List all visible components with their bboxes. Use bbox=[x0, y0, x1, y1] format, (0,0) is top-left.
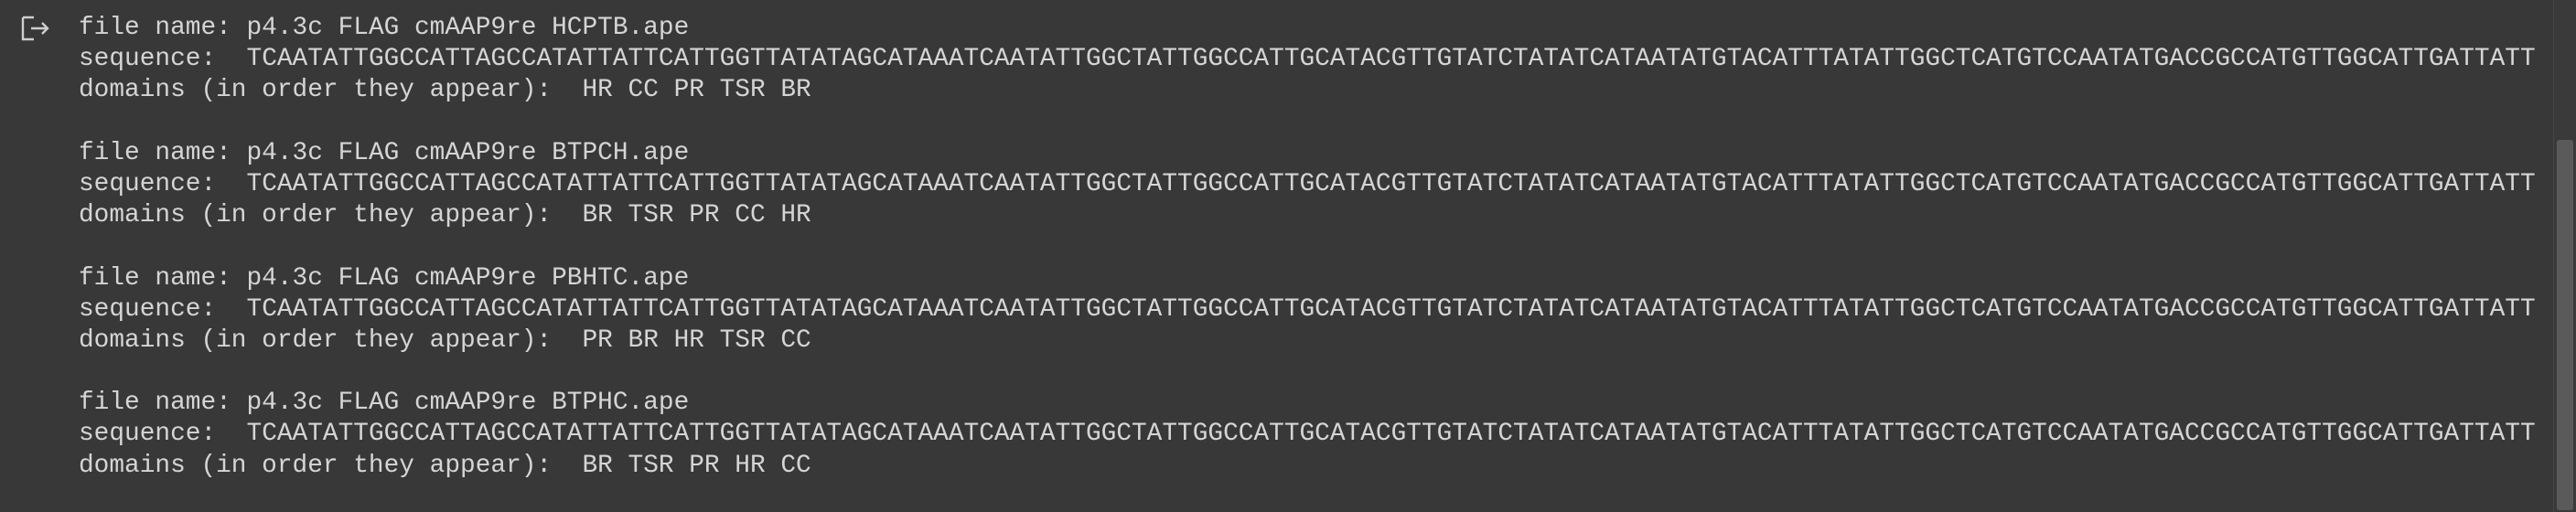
scrollbar[interactable] bbox=[2553, 0, 2576, 512]
field-value: p4.3c FLAG cmAAP9re BTPHC.ape bbox=[246, 389, 690, 418]
output-line: domains (in order they appear): PR BR HR… bbox=[79, 325, 2549, 357]
output-line: domains (in order they appear): HR CC PR… bbox=[79, 75, 2549, 106]
field-value: HR CC PR TSR BR bbox=[582, 76, 811, 105]
output-line: file name: p4.3c FLAG cmAAP9re BTPHC.ape bbox=[79, 388, 2549, 419]
output-icon[interactable] bbox=[20, 15, 51, 42]
field-label: domains (in order they appear): bbox=[79, 201, 553, 230]
field-label: file name: bbox=[79, 14, 231, 42]
field-label: file name: bbox=[79, 263, 231, 293]
field-value: p4.3c FLAG cmAAP9re BTPCH.ape bbox=[246, 138, 690, 167]
field-label: sequence: bbox=[79, 45, 217, 74]
field-label: file name: bbox=[79, 138, 231, 167]
field-value: TCAATATTGGCCATTAGCCATATTATTCATTGGTTATATA… bbox=[246, 294, 2536, 324]
field-value: TCAATATTGGCCATTAGCCATATTATTCATTGGTTATATA… bbox=[246, 45, 2536, 74]
blank-line bbox=[79, 231, 2549, 262]
field-label: sequence: bbox=[79, 420, 217, 449]
blank-line bbox=[79, 107, 2549, 138]
field-label: domains (in order they appear): bbox=[79, 451, 553, 480]
output-line: file name: p4.3c FLAG cmAAP9re BTPCH.ape bbox=[79, 138, 2549, 169]
field-label: domains (in order they appear): bbox=[79, 325, 553, 355]
field-value: p4.3c FLAG cmAAP9re PBHTC.ape bbox=[246, 263, 690, 293]
output-line: sequence: TCAATATTGGCCATTAGCCATATTATTCAT… bbox=[79, 44, 2549, 75]
field-label: sequence: bbox=[79, 169, 217, 198]
output-line: domains (in order they appear): BR TSR P… bbox=[79, 451, 2549, 482]
field-label: domains (in order they appear): bbox=[79, 76, 553, 105]
output-line: sequence: TCAATATTGGCCATTAGCCATATTATTCAT… bbox=[79, 294, 2549, 325]
field-value: p4.3c FLAG cmAAP9re HCPTB.ape bbox=[246, 14, 690, 42]
blank-line bbox=[79, 357, 2549, 388]
output-line: domains (in order they appear): BR TSR P… bbox=[79, 200, 2549, 231]
field-label: sequence: bbox=[79, 294, 217, 324]
output-line: sequence: TCAATATTGGCCATTAGCCATATTATTCAT… bbox=[79, 419, 2549, 450]
field-value: TCAATATTGGCCATTAGCCATATTATTCATTGGTTATATA… bbox=[246, 420, 2536, 449]
field-label: file name: bbox=[79, 389, 231, 418]
scroll-thumb[interactable] bbox=[2557, 140, 2573, 510]
output-line: sequence: TCAATATTGGCCATTAGCCATATTATTCAT… bbox=[79, 169, 2549, 200]
field-value: PR BR HR TSR CC bbox=[582, 325, 811, 355]
field-value: BR TSR PR HR CC bbox=[582, 451, 811, 480]
output-text: file name: p4.3c FLAG cmAAP9re HCPTB.ape… bbox=[79, 13, 2549, 482]
output-line: file name: p4.3c FLAG cmAAP9re HCPTB.ape bbox=[79, 13, 2549, 44]
output-line: file name: p4.3c FLAG cmAAP9re PBHTC.ape bbox=[79, 263, 2549, 294]
field-value: BR TSR PR CC HR bbox=[582, 201, 811, 230]
field-value: TCAATATTGGCCATTAGCCATATTATTCATTGGTTATATA… bbox=[246, 169, 2536, 198]
